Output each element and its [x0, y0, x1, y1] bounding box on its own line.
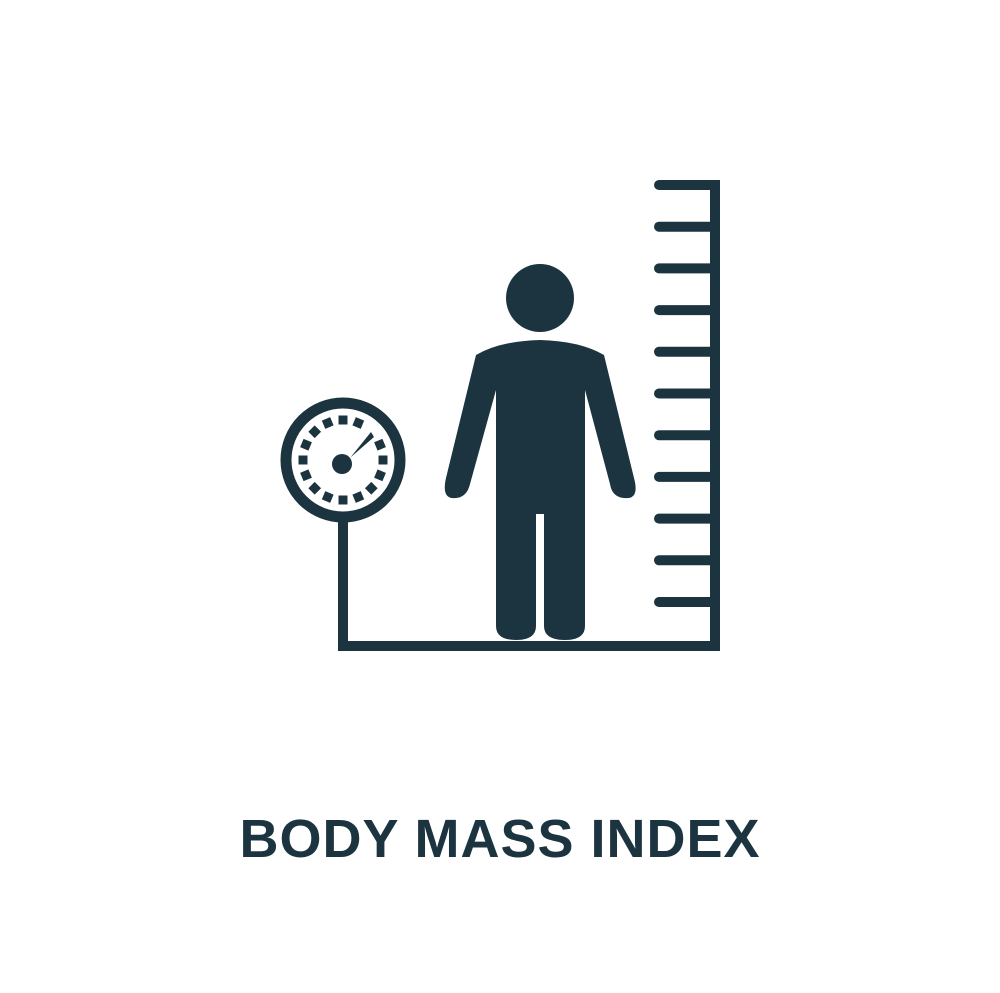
gauge-tick — [300, 469, 312, 482]
gauge-tick — [364, 481, 378, 495]
gauge-tick — [321, 417, 334, 429]
height-ruler-icon — [654, 180, 720, 651]
gauge-tick — [298, 455, 308, 465]
gauge-tick — [308, 425, 322, 439]
gauge-tick — [300, 438, 312, 451]
floor-line — [338, 641, 720, 651]
person-icon — [444, 264, 636, 640]
body-mass-index-icon — [280, 180, 720, 651]
gauge-tick — [308, 481, 322, 495]
caption-title: BODY MASS INDEX — [239, 809, 761, 869]
scale-gauge-icon — [280, 397, 406, 646]
gauge-tick — [374, 469, 386, 482]
gauge-tick — [352, 417, 365, 429]
gauge-tick — [338, 495, 348, 505]
gauge-tick — [374, 438, 386, 451]
gauge-tick — [352, 491, 365, 503]
gauge-tick — [338, 415, 348, 425]
gauge-tick — [378, 455, 388, 465]
gauge-tick — [321, 491, 334, 503]
